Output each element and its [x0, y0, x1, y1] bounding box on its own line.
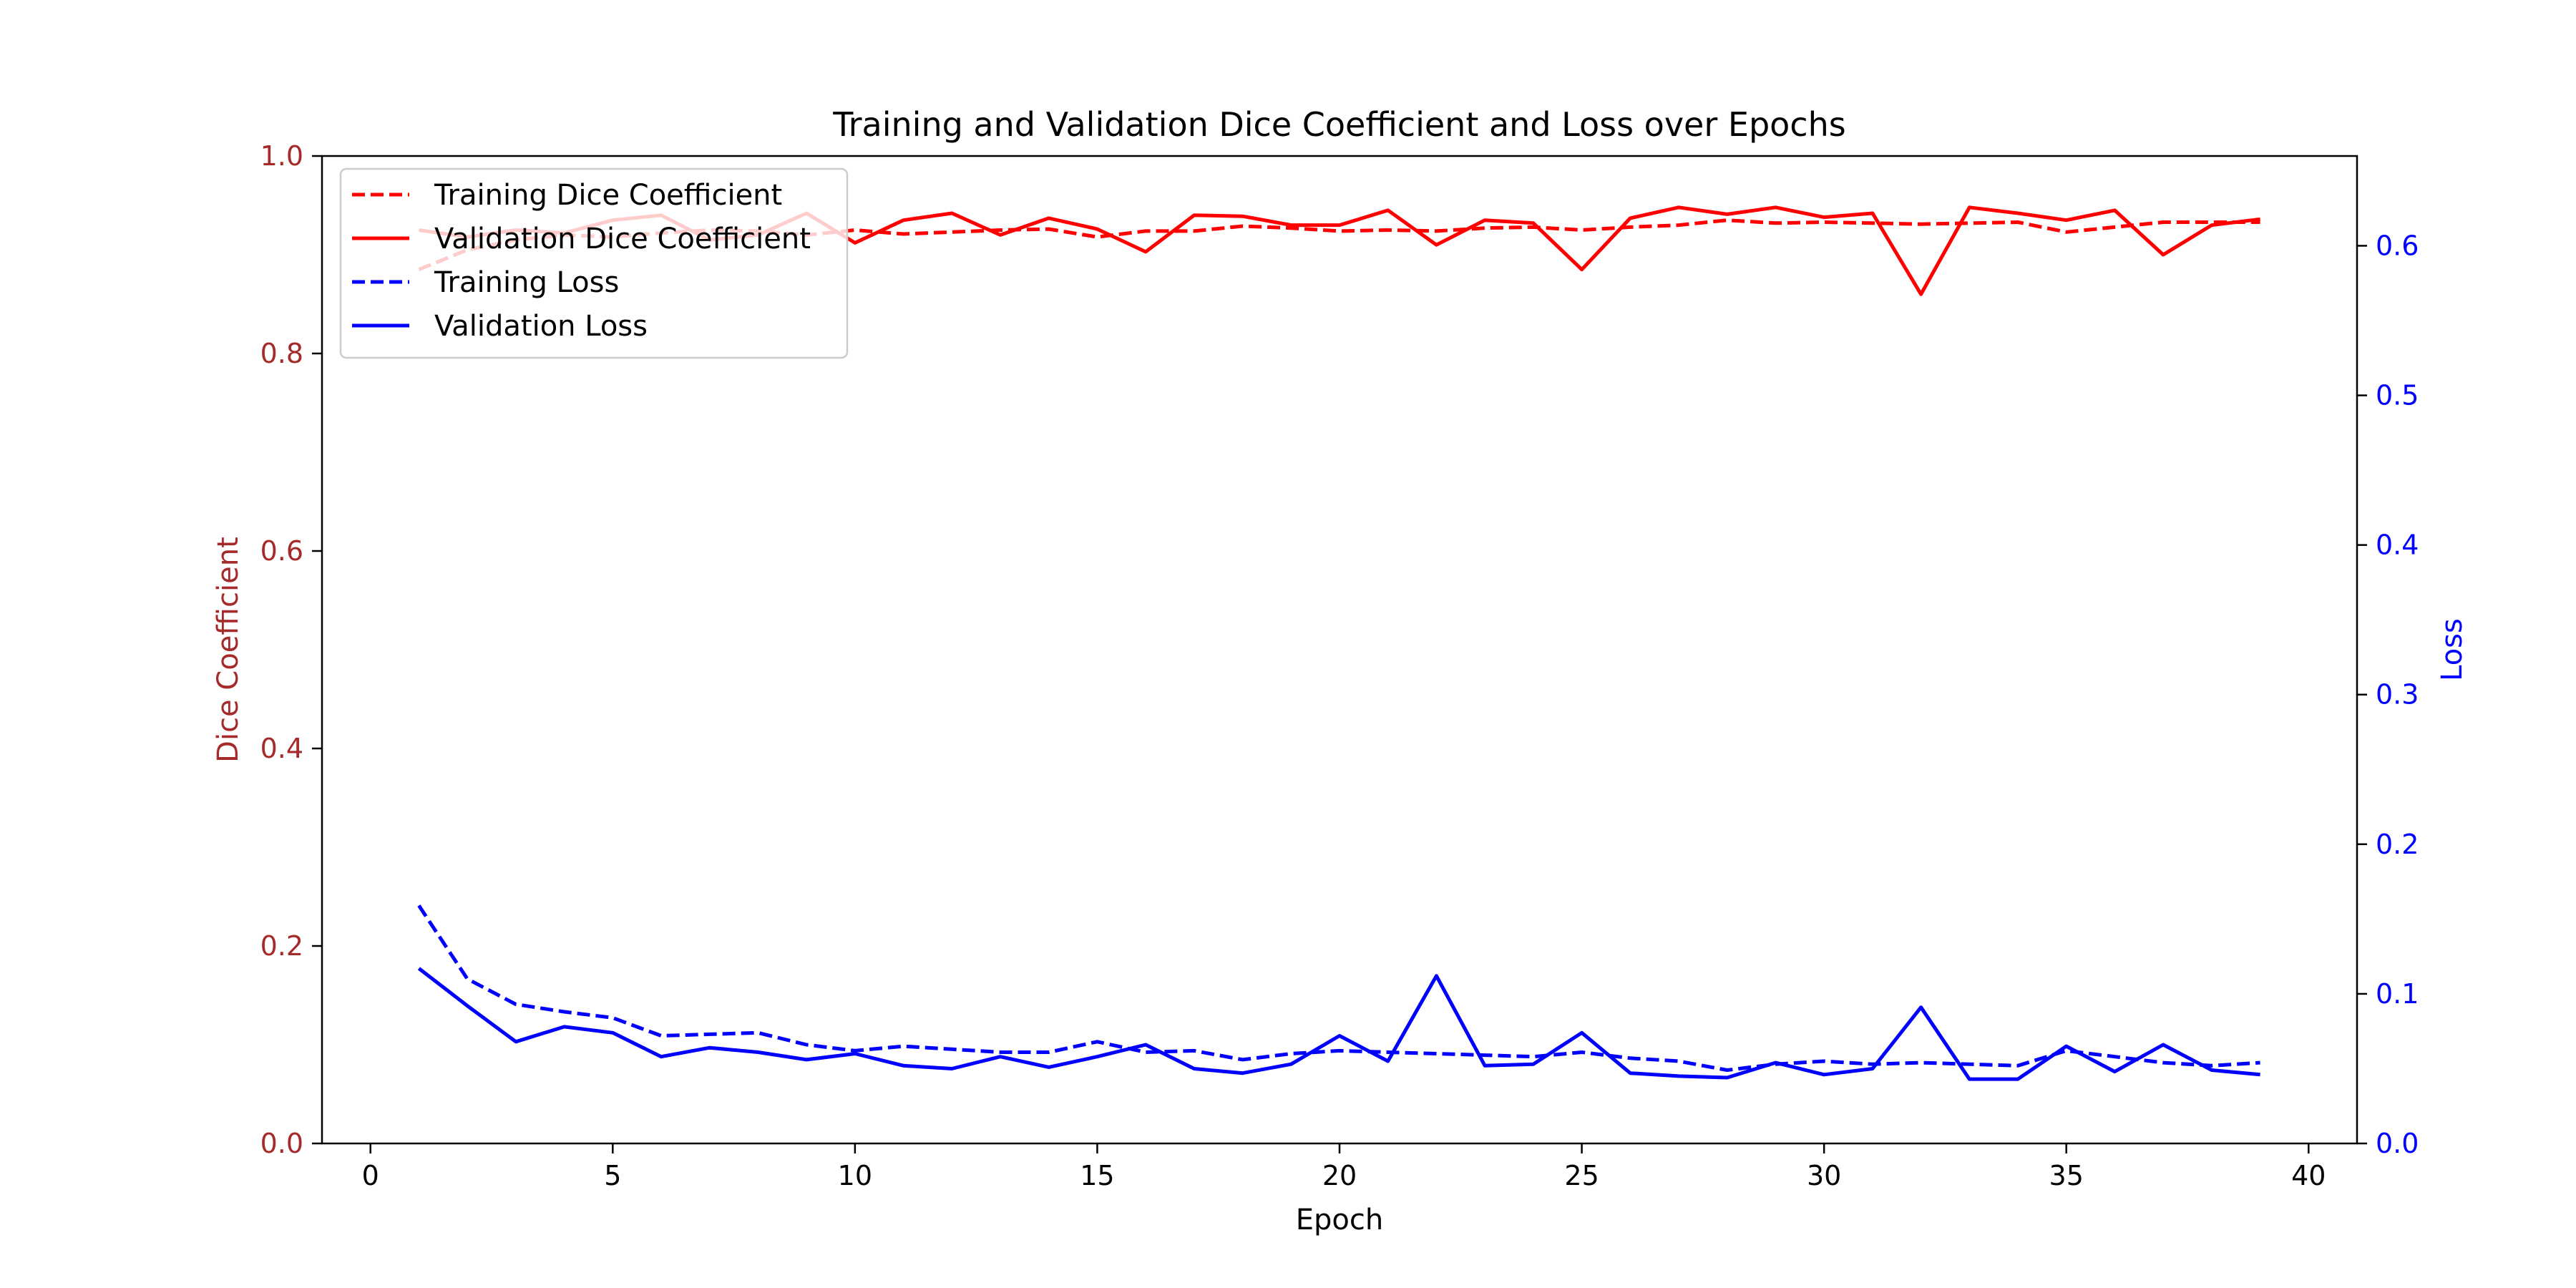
y-right-tick-label: 0.5 — [2376, 380, 2419, 411]
y-right-tick-label: 0.0 — [2376, 1128, 2419, 1159]
series-line-training-loss — [417, 904, 2260, 1072]
y-left-tick-label: 0.6 — [260, 535, 303, 567]
y-left-tick-label: 0.2 — [260, 930, 303, 962]
y-left-tick-label: 0.8 — [260, 338, 303, 369]
y-right-axis: 0.0 0.1 0.2 0.3 0.4 0.5 0.6 — [2357, 230, 2419, 1159]
y-left-tick-label: 0.4 — [260, 733, 303, 764]
chart-title: Training and Validation Dice Coefficient… — [832, 105, 1845, 144]
y-right-tick-label: 0.1 — [2376, 978, 2419, 1010]
y-right-tick-label: 0.2 — [2376, 829, 2419, 860]
x-tick-label: 20 — [1322, 1160, 1357, 1191]
x-tick-label: 35 — [2049, 1160, 2084, 1191]
y-right-tick-label: 0.6 — [2376, 230, 2419, 261]
x-axis: 0 5 10 15 20 25 30 35 40 — [362, 1143, 2326, 1191]
series-line-validation-loss — [417, 967, 2260, 1081]
x-tick-label: 5 — [604, 1160, 621, 1191]
legend-label: Training Loss — [434, 266, 619, 299]
y-right-tick-label: 0.4 — [2376, 530, 2419, 561]
x-axis-label: Epoch — [1296, 1204, 1383, 1236]
y-right-tick-label: 0.3 — [2376, 679, 2419, 711]
y-left-tick-label: 0.0 — [260, 1128, 303, 1159]
x-tick-label: 10 — [838, 1160, 872, 1191]
x-tick-label: 0 — [362, 1160, 379, 1191]
legend-box — [339, 167, 849, 359]
x-tick-label: 15 — [1080, 1160, 1114, 1191]
legend-label: Validation Dice Coefficient — [434, 223, 811, 255]
y-left-axis-label: Dice Coefficient — [212, 537, 245, 763]
x-tick-label: 40 — [2291, 1160, 2326, 1191]
legend: Training Dice Coefficient Validation Dice… — [339, 167, 849, 359]
x-tick-label: 25 — [1564, 1160, 1599, 1191]
y-left-axis: 0.0 0.2 0.4 0.6 0.8 1.0 — [260, 140, 322, 1159]
legend-label: Validation Loss — [434, 310, 648, 343]
x-tick-label: 30 — [1807, 1160, 1841, 1191]
legend-label: Training Dice Coefficient — [434, 179, 782, 212]
y-left-tick-label: 1.0 — [260, 140, 303, 172]
y-right-axis-label: Loss — [2436, 618, 2469, 681]
